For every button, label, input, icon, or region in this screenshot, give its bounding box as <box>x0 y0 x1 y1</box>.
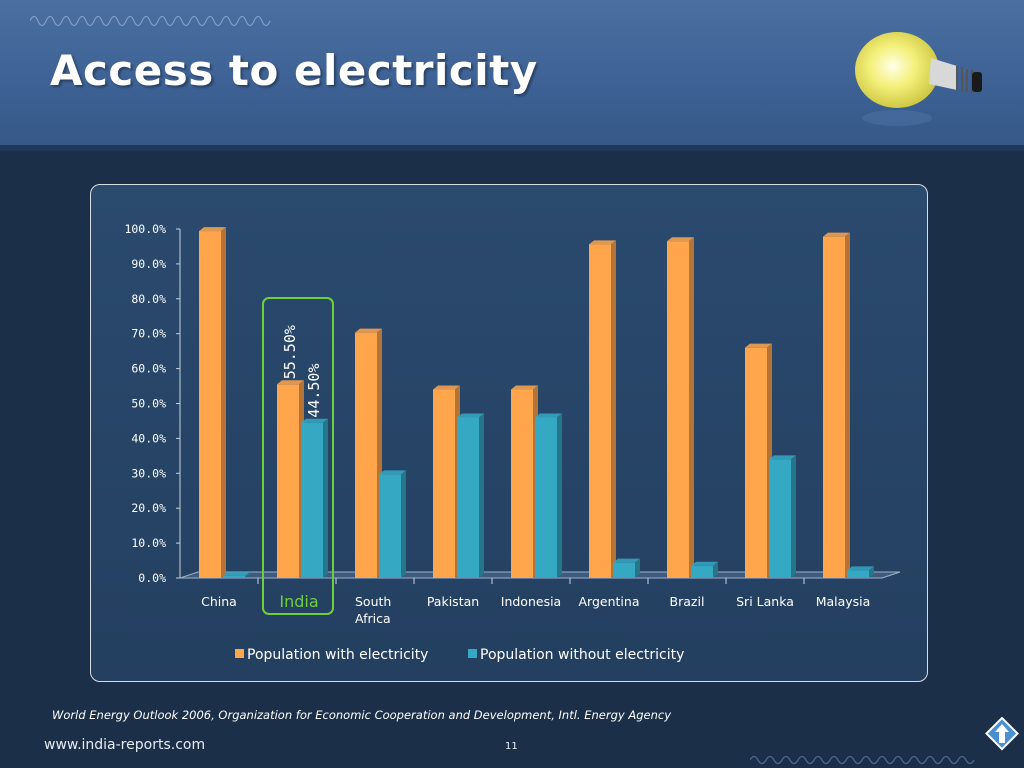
bar-side <box>869 566 874 578</box>
bar-top <box>379 470 406 475</box>
bar-side <box>479 413 484 578</box>
y-tick-label: 10.0% <box>131 536 166 550</box>
bar-top <box>847 566 874 571</box>
bar-without-electricity <box>301 422 323 578</box>
bar-without-electricity <box>769 459 791 578</box>
y-tick-label: 0.0% <box>138 571 166 585</box>
bar-with-electricity <box>199 231 221 578</box>
bar-top <box>355 328 382 333</box>
chart-panel <box>90 184 928 682</box>
y-tick-label: 30.0% <box>131 466 166 480</box>
bar-top <box>535 413 562 418</box>
bar-top <box>589 240 616 245</box>
legend-swatch-with <box>235 649 244 658</box>
bar-top <box>745 343 772 348</box>
bar-side <box>245 571 250 578</box>
decorative-wave-bottom <box>750 755 975 765</box>
bar-without-electricity <box>535 417 557 578</box>
x-tick-label: China <box>201 594 237 609</box>
bar-side <box>635 558 640 578</box>
bar-top <box>223 571 250 576</box>
slide-title: Access to electricity <box>50 46 538 95</box>
bar-without-electricity <box>457 417 479 578</box>
bar-without-electricity <box>613 562 635 578</box>
x-tick-label: Malaysia <box>816 594 871 609</box>
y-tick-label: 50.0% <box>131 397 166 411</box>
bar-side <box>845 232 850 579</box>
bar-with-electricity <box>511 389 533 578</box>
light-bulb-icon <box>855 32 982 126</box>
bar-side <box>323 418 328 578</box>
bar-with-electricity <box>355 332 377 578</box>
bar-without-electricity <box>223 575 245 578</box>
y-tick-label: 60.0% <box>131 362 166 376</box>
header-divider <box>0 145 1024 151</box>
bar-top <box>823 232 850 237</box>
bar-top <box>769 455 796 460</box>
bar-with-electricity <box>823 236 845 579</box>
legend-label: Population without electricity <box>480 647 684 663</box>
y-tick-label: 100.0% <box>124 222 166 236</box>
bar-top <box>667 237 694 242</box>
bar-top <box>613 558 640 563</box>
bar-without-electricity <box>379 474 401 578</box>
y-tick-label: 40.0% <box>131 431 166 445</box>
bar-with-electricity <box>745 347 767 578</box>
legend-label: Population with electricity <box>247 647 428 663</box>
bar-side <box>791 455 796 578</box>
x-tick-label: South <box>355 594 391 609</box>
x-tick-label: Sri Lanka <box>736 594 794 609</box>
up-arrow-icon[interactable] <box>985 717 1019 751</box>
bar-top <box>301 418 328 423</box>
decorative-wave-top <box>30 15 271 27</box>
bar-top <box>199 227 226 232</box>
bar-with-electricity <box>589 244 611 578</box>
y-tick-label: 80.0% <box>131 292 166 306</box>
data-label: 44.50% <box>305 364 323 418</box>
bar-side <box>611 240 616 578</box>
y-tick-label: 20.0% <box>131 501 166 515</box>
bar-top <box>277 380 304 385</box>
bar-side <box>557 413 562 578</box>
x-tick-label: India <box>279 592 318 611</box>
slide-header <box>0 0 1024 145</box>
website-url: www.india-reports.com <box>44 737 206 753</box>
y-tick-label: 70.0% <box>131 327 166 341</box>
bar-with-electricity <box>433 389 455 578</box>
data-label: 55.50% <box>281 325 299 379</box>
bar-without-electricity <box>847 570 869 578</box>
bar-side <box>713 561 718 578</box>
bar-side <box>221 227 226 578</box>
x-tick-label: Argentina <box>579 594 640 609</box>
source-citation: World Energy Outlook 2006, Organization … <box>52 708 672 722</box>
bar-without-electricity <box>691 565 713 578</box>
bar-top <box>511 385 538 390</box>
x-tick-label: Africa <box>355 611 391 626</box>
page-number: 11 <box>505 741 518 752</box>
bar-top <box>691 561 718 566</box>
bar-top <box>433 385 460 390</box>
legend-swatch-without <box>468 649 477 658</box>
bar-with-electricity <box>667 241 689 578</box>
highlight-box <box>262 297 334 615</box>
x-tick-label: Brazil <box>670 594 705 609</box>
x-tick-label: Pakistan <box>427 594 479 609</box>
x-tick-label: Indonesia <box>501 594 561 609</box>
bar-with-electricity <box>277 384 299 578</box>
bar-side <box>401 470 406 578</box>
bar-top <box>457 413 484 418</box>
y-tick-label: 90.0% <box>131 257 166 271</box>
bar-side <box>689 237 694 578</box>
